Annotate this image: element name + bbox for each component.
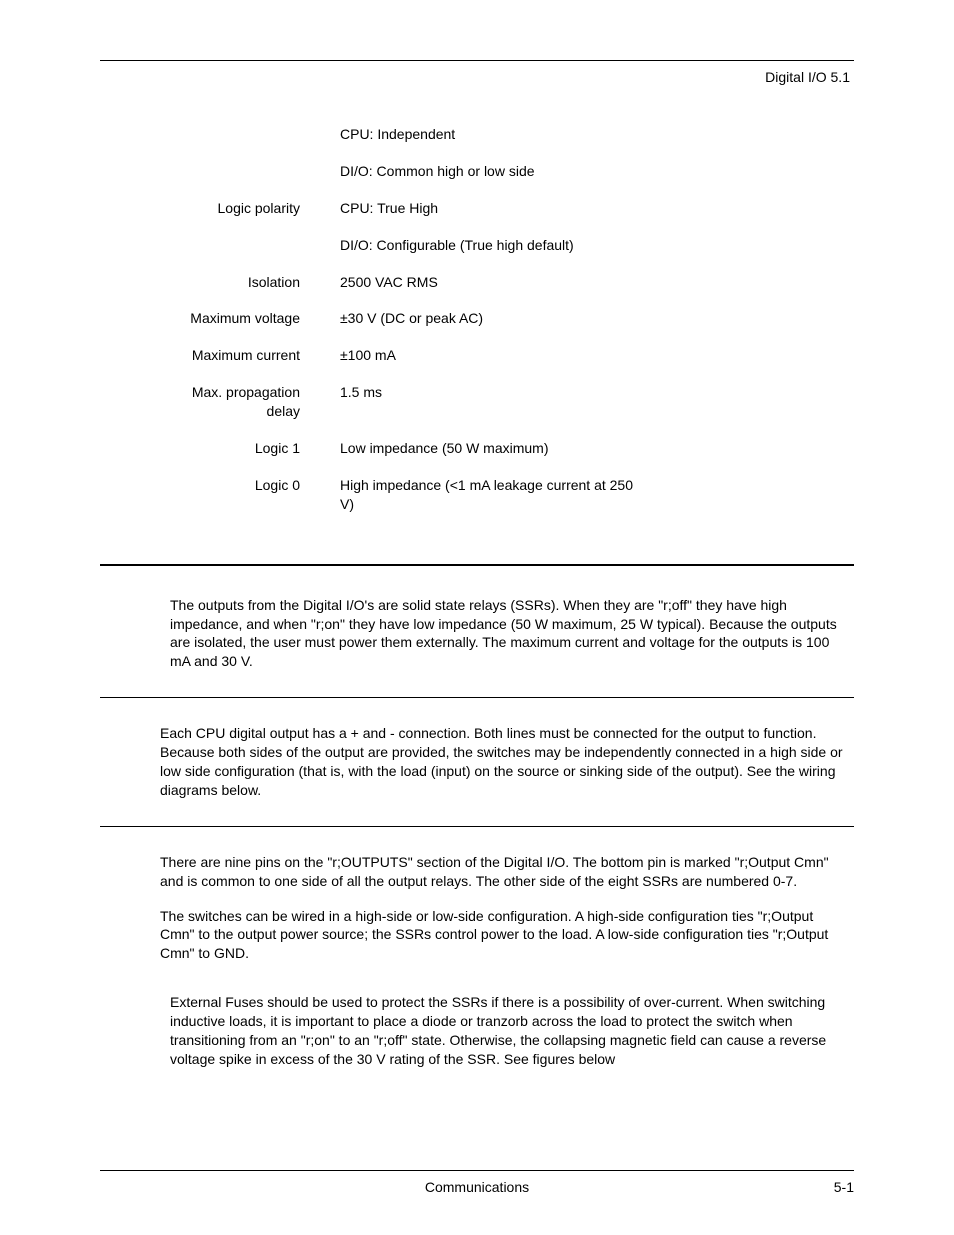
spec-value: 2500 VAC RMS (340, 273, 640, 292)
spec-label: Isolation (170, 273, 340, 292)
spec-value: ±100 mA (340, 346, 640, 365)
spec-value-line: ±100 mA (340, 346, 640, 365)
spec-table: CPU: Independent DI/O: Common high or lo… (170, 125, 854, 514)
body-paragraph: The switches can be wired in a high-side… (160, 907, 844, 964)
section-divider-thick (100, 564, 854, 566)
body-paragraph: There are nine pins on the "r;OUTPUTS" s… (160, 853, 844, 891)
spec-row: Logic 0 High impedance (<1 mA leakage cu… (170, 476, 854, 514)
spec-row: Maximum current ±100 mA (170, 346, 854, 365)
spec-value: CPU: True High DI/O: Configurable (True … (340, 199, 640, 255)
spec-row: Logic 1 Low impedance (50 W maximum) (170, 439, 854, 458)
spec-value-line: 2500 VAC RMS (340, 273, 640, 292)
body-paragraph: Each CPU digital output has a + and - co… (160, 724, 844, 800)
page-footer: Communications 5-1 (100, 1170, 854, 1195)
header-right-text: Digital I/O 5.1 (100, 69, 854, 85)
body-paragraph: The outputs from the Digital I/O's are s… (170, 596, 844, 672)
spec-value-line: ±30 V (DC or peak AC) (340, 309, 640, 328)
spec-value: High impedance (<1 mA leakage current at… (340, 476, 640, 514)
spec-label: Maximum voltage (170, 309, 340, 328)
spec-label: Logic polarity (170, 199, 340, 218)
spec-row: CPU: Independent DI/O: Common high or lo… (170, 125, 854, 181)
spec-value: ±30 V (DC or peak AC) (340, 309, 640, 328)
header-rule (100, 60, 854, 61)
spec-row: Isolation 2500 VAC RMS (170, 273, 854, 292)
spec-value-line: Low impedance (50 W maximum) (340, 439, 640, 458)
spec-label: Logic 1 (170, 439, 340, 458)
footer-page-number: 5-1 (834, 1179, 854, 1195)
spec-value-line: DI/O: Configurable (True high default) (340, 236, 640, 255)
spec-row: Max. propagation delay 1.5 ms (170, 383, 854, 421)
footer-center-text: Communications (425, 1179, 529, 1195)
spec-row: Maximum voltage ±30 V (DC or peak AC) (170, 309, 854, 328)
section-divider-thin (100, 697, 854, 698)
body-paragraph: External Fuses should be used to protect… (170, 993, 844, 1069)
spec-label: Logic 0 (170, 476, 340, 495)
spec-label: Max. propagation delay (170, 383, 340, 421)
spec-value-line: High impedance (<1 mA leakage current at… (340, 476, 640, 514)
footer-rule: Communications 5-1 (100, 1170, 854, 1195)
spec-value-line: CPU: Independent (340, 125, 640, 144)
page-container: Digital I/O 5.1 CPU: Independent DI/O: C… (0, 0, 954, 1125)
spec-label: Maximum current (170, 346, 340, 365)
section-divider-thin (100, 826, 854, 827)
spec-value-line: CPU: True High (340, 199, 640, 218)
spec-value-line: 1.5 ms (340, 383, 640, 402)
spec-value: 1.5 ms (340, 383, 640, 402)
spec-value-line: DI/O: Common high or low side (340, 162, 640, 181)
spec-value: CPU: Independent DI/O: Common high or lo… (340, 125, 640, 181)
spec-row: Logic polarity CPU: True High DI/O: Conf… (170, 199, 854, 255)
spec-value: Low impedance (50 W maximum) (340, 439, 640, 458)
